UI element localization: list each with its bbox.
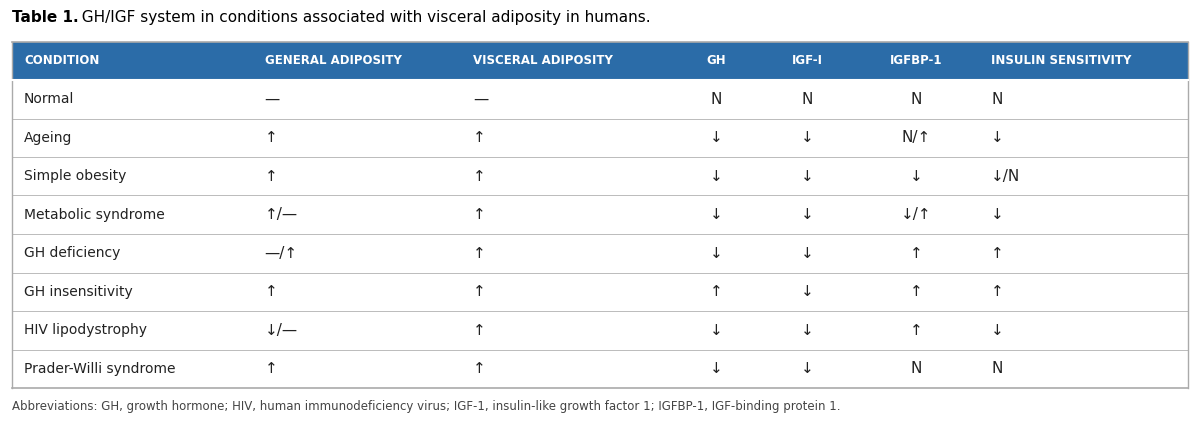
Text: N: N xyxy=(910,92,922,107)
Text: ↓: ↓ xyxy=(800,361,814,376)
Text: ↓/—: ↓/— xyxy=(264,323,298,338)
Text: N: N xyxy=(710,92,721,107)
Text: ↓: ↓ xyxy=(910,169,923,184)
Text: ↓: ↓ xyxy=(800,246,814,261)
Text: ↓: ↓ xyxy=(991,323,1004,338)
Text: ↑: ↑ xyxy=(473,169,486,184)
Text: HIV lipodystrophy: HIV lipodystrophy xyxy=(24,323,148,337)
Text: ↓: ↓ xyxy=(709,207,722,222)
Text: ↑: ↑ xyxy=(473,323,486,338)
Text: —/↑: —/↑ xyxy=(264,246,298,261)
Text: ↓/↑: ↓/↑ xyxy=(900,207,931,222)
Text: Simple obesity: Simple obesity xyxy=(24,169,126,183)
Bar xyxy=(12,42,1188,80)
Text: N: N xyxy=(991,361,1002,376)
Text: ↓: ↓ xyxy=(800,207,814,222)
Text: ↓: ↓ xyxy=(709,246,722,261)
Text: —: — xyxy=(473,92,488,107)
Text: N: N xyxy=(910,361,922,376)
Text: ↓: ↓ xyxy=(800,169,814,184)
Text: ↑: ↑ xyxy=(473,207,486,222)
Text: ↑: ↑ xyxy=(709,284,722,299)
Text: N: N xyxy=(802,92,812,107)
Text: Prader-Willi syndrome: Prader-Willi syndrome xyxy=(24,362,175,376)
Text: ↓: ↓ xyxy=(709,169,722,184)
Text: ↓: ↓ xyxy=(991,207,1004,222)
Text: ↓/N: ↓/N xyxy=(991,169,1020,184)
Text: ↑: ↑ xyxy=(264,169,277,184)
Text: ↓: ↓ xyxy=(800,323,814,338)
Text: INSULIN SENSITIVITY: INSULIN SENSITIVITY xyxy=(991,55,1132,68)
Text: ↑: ↑ xyxy=(910,284,923,299)
Text: GH deficiency: GH deficiency xyxy=(24,246,120,260)
Text: GH: GH xyxy=(706,55,726,68)
Text: CONDITION: CONDITION xyxy=(24,55,100,68)
Text: ↑/—: ↑/— xyxy=(264,207,298,222)
Text: Ageing: Ageing xyxy=(24,131,72,145)
Text: ↑: ↑ xyxy=(991,246,1004,261)
Text: ↑: ↑ xyxy=(264,284,277,299)
Text: ↓: ↓ xyxy=(709,323,722,338)
Text: ↑: ↑ xyxy=(473,284,486,299)
Text: ↓: ↓ xyxy=(800,284,814,299)
Text: ↓: ↓ xyxy=(991,130,1004,145)
Text: Table 1.: Table 1. xyxy=(12,10,79,25)
Text: ↓: ↓ xyxy=(709,130,722,145)
Text: N: N xyxy=(991,92,1002,107)
Text: IGFBP-1: IGFBP-1 xyxy=(889,55,942,68)
Text: VISCERAL ADIPOSITY: VISCERAL ADIPOSITY xyxy=(473,55,613,68)
Text: IGF-I: IGF-I xyxy=(792,55,822,68)
Text: ↑: ↑ xyxy=(264,130,277,145)
Text: GH/IGF system in conditions associated with visceral adiposity in humans.: GH/IGF system in conditions associated w… xyxy=(72,10,650,25)
Text: N/↑: N/↑ xyxy=(901,130,930,145)
Text: —: — xyxy=(264,92,280,107)
Text: Abbreviations: GH, growth hormone; HIV, human immunodeficiency virus; IGF-1, ins: Abbreviations: GH, growth hormone; HIV, … xyxy=(12,400,840,413)
Text: ↑: ↑ xyxy=(910,323,923,338)
Text: ↑: ↑ xyxy=(991,284,1004,299)
Text: ↑: ↑ xyxy=(473,361,486,376)
Text: Metabolic syndrome: Metabolic syndrome xyxy=(24,208,164,222)
Text: GH insensitivity: GH insensitivity xyxy=(24,285,133,299)
Text: Normal: Normal xyxy=(24,92,74,106)
Text: ↑: ↑ xyxy=(473,246,486,261)
Text: GENERAL ADIPOSITY: GENERAL ADIPOSITY xyxy=(264,55,401,68)
Text: ↑: ↑ xyxy=(473,130,486,145)
Text: ↓: ↓ xyxy=(800,130,814,145)
Text: ↑: ↑ xyxy=(264,361,277,376)
Text: ↑: ↑ xyxy=(910,246,923,261)
Text: ↓: ↓ xyxy=(709,361,722,376)
